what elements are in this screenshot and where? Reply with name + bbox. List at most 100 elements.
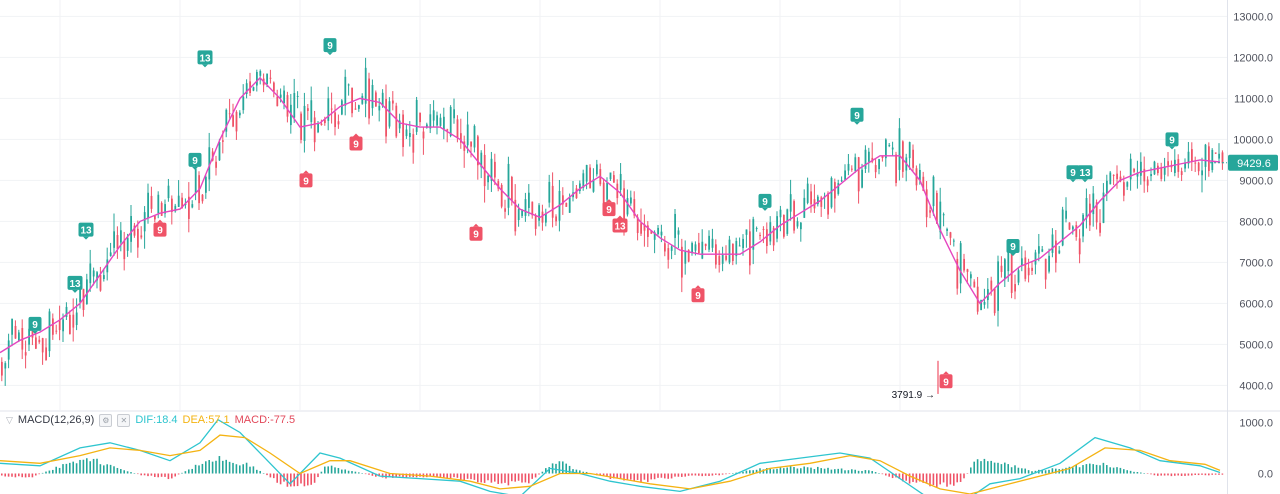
macd-histogram-bar <box>626 473 629 480</box>
marker-label: 9 <box>473 230 479 241</box>
gear-icon[interactable]: ⚙ <box>99 413 113 427</box>
macd-histogram-bar <box>1146 473 1149 474</box>
candles <box>1 57 1224 386</box>
candle-body <box>1014 284 1016 292</box>
macd-histogram-bar <box>1112 467 1115 474</box>
candle-body <box>545 213 547 223</box>
candle-body <box>517 209 520 221</box>
candle-body <box>1092 193 1095 215</box>
macd-histogram-bar <box>919 473 921 482</box>
candle-body <box>402 114 404 148</box>
macd-histogram-bar <box>545 468 547 474</box>
macd-histogram-bar <box>86 458 88 474</box>
macd-histogram-bar <box>194 464 197 474</box>
candle-body <box>388 101 391 127</box>
candle-body <box>1017 270 1020 283</box>
close-icon[interactable]: ✕ <box>117 413 131 427</box>
macd-histogram-bar <box>432 473 435 477</box>
macd-histogram-bar <box>1136 471 1139 474</box>
macd-histogram-bar <box>616 473 618 479</box>
macd-histogram-bar <box>721 473 724 475</box>
macd-histogram-bar <box>851 469 853 474</box>
candle-body <box>803 197 806 218</box>
macd-histogram-bar <box>521 473 523 483</box>
marker-badge <box>1066 165 1080 180</box>
macd-histogram-bar <box>1157 473 1159 476</box>
macd-histogram-bar <box>177 473 180 475</box>
macd-histogram-bar <box>327 466 329 474</box>
macd-histogram-bar <box>201 463 204 474</box>
macd-histogram-bar <box>1000 464 1003 474</box>
macd-value: MACD:-77.5 <box>234 414 296 426</box>
macd-histogram-bar <box>52 469 54 474</box>
macd-histogram-bar <box>1201 473 1203 475</box>
macd-histogram-bar <box>1187 473 1190 476</box>
candle-body <box>364 67 367 104</box>
dif-value: DIF:18.4 <box>135 414 178 426</box>
macd-histogram-bar <box>191 468 193 474</box>
macd-histogram-bar <box>320 471 323 474</box>
candle-body <box>1153 161 1156 175</box>
macd-histogram-bar <box>18 473 20 477</box>
chevron-down-icon[interactable]: ▽ <box>6 415 13 425</box>
macd-histogram-bar <box>925 473 928 484</box>
candle-body <box>52 318 54 335</box>
candle-body <box>426 124 428 128</box>
candle-body <box>864 149 867 169</box>
candle-body <box>55 330 58 332</box>
marker-pointer <box>353 133 359 137</box>
candle-body <box>796 221 799 227</box>
marker-pointer <box>854 121 860 125</box>
macd-histogram-bar <box>160 473 163 477</box>
candle-body <box>704 243 707 247</box>
macd-histogram-bar <box>517 473 520 481</box>
candle-body <box>113 231 115 248</box>
macd-histogram-bar <box>358 472 360 474</box>
macd-histogram-bar <box>228 461 231 474</box>
candle-body <box>721 254 724 264</box>
candle-body <box>252 87 255 91</box>
macd-histogram-bar <box>150 473 153 476</box>
macd-histogram-bar <box>443 473 445 478</box>
candle-body <box>640 223 642 234</box>
candle-body <box>670 246 673 251</box>
candle-body <box>259 71 262 76</box>
macd-histogram-bar <box>779 466 782 474</box>
macd-histogram-bar <box>242 464 244 474</box>
candle-body <box>793 201 795 231</box>
candle-body <box>460 133 462 143</box>
macd-histogram-bar <box>1184 473 1186 476</box>
candle-body <box>89 263 92 284</box>
candle-body <box>1163 166 1166 175</box>
buy-signal-marker: 13 <box>197 50 213 68</box>
candle-body <box>725 255 727 260</box>
macd-histogram-bar <box>405 473 408 478</box>
macd-histogram-bar <box>1153 473 1156 476</box>
macd-histogram-bar <box>1099 465 1101 474</box>
candle-body <box>827 193 829 215</box>
macd-histogram-bar <box>351 471 353 474</box>
macd-histogram-bar <box>643 473 646 480</box>
candle-body <box>589 167 591 189</box>
macd-histogram-bar <box>337 467 340 474</box>
macd-histogram-bar <box>976 459 979 474</box>
macd-histogram-bar <box>1150 473 1152 475</box>
candle-body <box>1184 162 1186 169</box>
macd-histogram-bar <box>609 473 612 480</box>
sell-signal-marker: 9 <box>349 133 363 151</box>
sell-signal-marker: 9 <box>939 371 953 389</box>
candle-body <box>327 98 330 121</box>
macd-tick-label: 0.0 <box>1258 469 1273 481</box>
candle-body <box>188 196 190 219</box>
candle-body <box>511 176 513 201</box>
candle-body <box>817 196 819 205</box>
candle-body <box>171 198 173 213</box>
macd-histogram-bar <box>82 459 85 474</box>
candle-body <box>531 201 534 216</box>
candle-body <box>959 243 962 284</box>
candle-body <box>983 301 986 305</box>
macd-histogram-bar <box>1044 470 1047 474</box>
candle-body <box>351 87 353 114</box>
macd-histogram-bar <box>330 465 333 474</box>
